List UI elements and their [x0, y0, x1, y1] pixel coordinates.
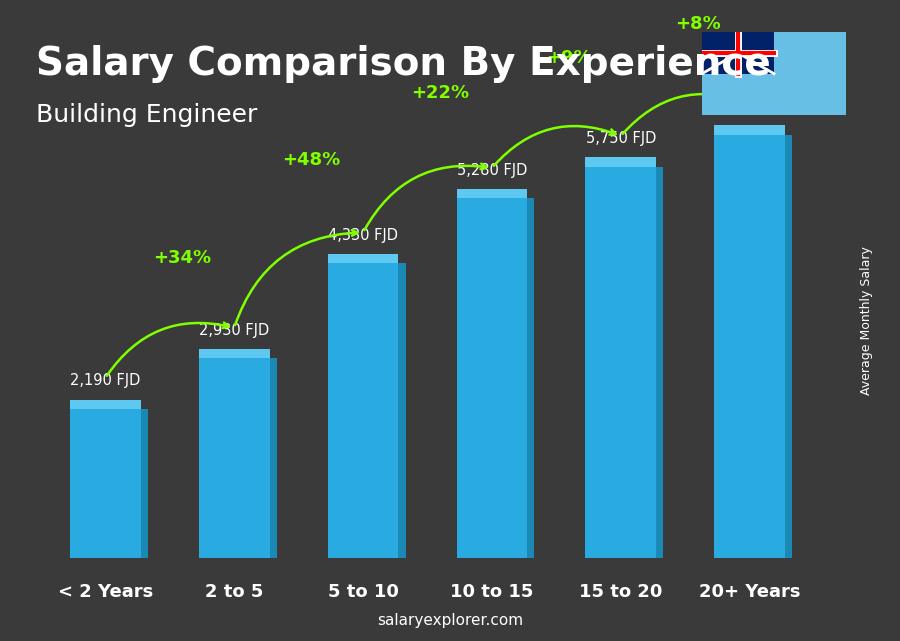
- Text: Average Monthly Salary: Average Monthly Salary: [860, 246, 873, 395]
- Bar: [199, 358, 270, 558]
- Bar: [702, 32, 774, 74]
- Bar: [199, 349, 270, 358]
- Text: < 2 Years: < 2 Years: [58, 583, 153, 601]
- Text: +8%: +8%: [675, 15, 721, 33]
- Text: 4,330 FJD: 4,330 FJD: [328, 228, 398, 243]
- Text: +48%: +48%: [283, 151, 340, 169]
- Text: 6,220 FJD: 6,220 FJD: [715, 99, 785, 114]
- Bar: [456, 189, 527, 199]
- Text: +22%: +22%: [411, 83, 470, 101]
- Bar: [527, 199, 535, 558]
- Text: +34%: +34%: [154, 249, 211, 267]
- Bar: [328, 254, 399, 263]
- Bar: [399, 263, 406, 558]
- Text: Salary Comparison By Experience: Salary Comparison By Experience: [36, 45, 770, 83]
- Text: Building Engineer: Building Engineer: [36, 103, 257, 126]
- Bar: [456, 199, 527, 558]
- Text: +9%: +9%: [546, 49, 592, 67]
- Bar: [70, 399, 140, 409]
- Bar: [715, 135, 785, 558]
- Text: 15 to 20: 15 to 20: [580, 583, 662, 601]
- Bar: [270, 358, 276, 558]
- Bar: [656, 167, 663, 558]
- Bar: [785, 135, 792, 558]
- Text: 2 to 5: 2 to 5: [205, 583, 264, 601]
- Bar: [140, 409, 148, 558]
- Bar: [328, 263, 399, 558]
- Text: 5,750 FJD: 5,750 FJD: [586, 131, 656, 146]
- Bar: [585, 167, 656, 558]
- Text: 2,190 FJD: 2,190 FJD: [70, 373, 140, 388]
- Text: 10 to 15: 10 to 15: [450, 583, 534, 601]
- Text: salaryexplorer.com: salaryexplorer.com: [377, 613, 523, 628]
- Text: 2,930 FJD: 2,930 FJD: [199, 323, 269, 338]
- Bar: [585, 157, 656, 167]
- Bar: [715, 126, 785, 135]
- Text: 5 to 10: 5 to 10: [328, 583, 399, 601]
- Text: 5,280 FJD: 5,280 FJD: [457, 163, 527, 178]
- Bar: [70, 409, 140, 558]
- Text: 20+ Years: 20+ Years: [699, 583, 800, 601]
